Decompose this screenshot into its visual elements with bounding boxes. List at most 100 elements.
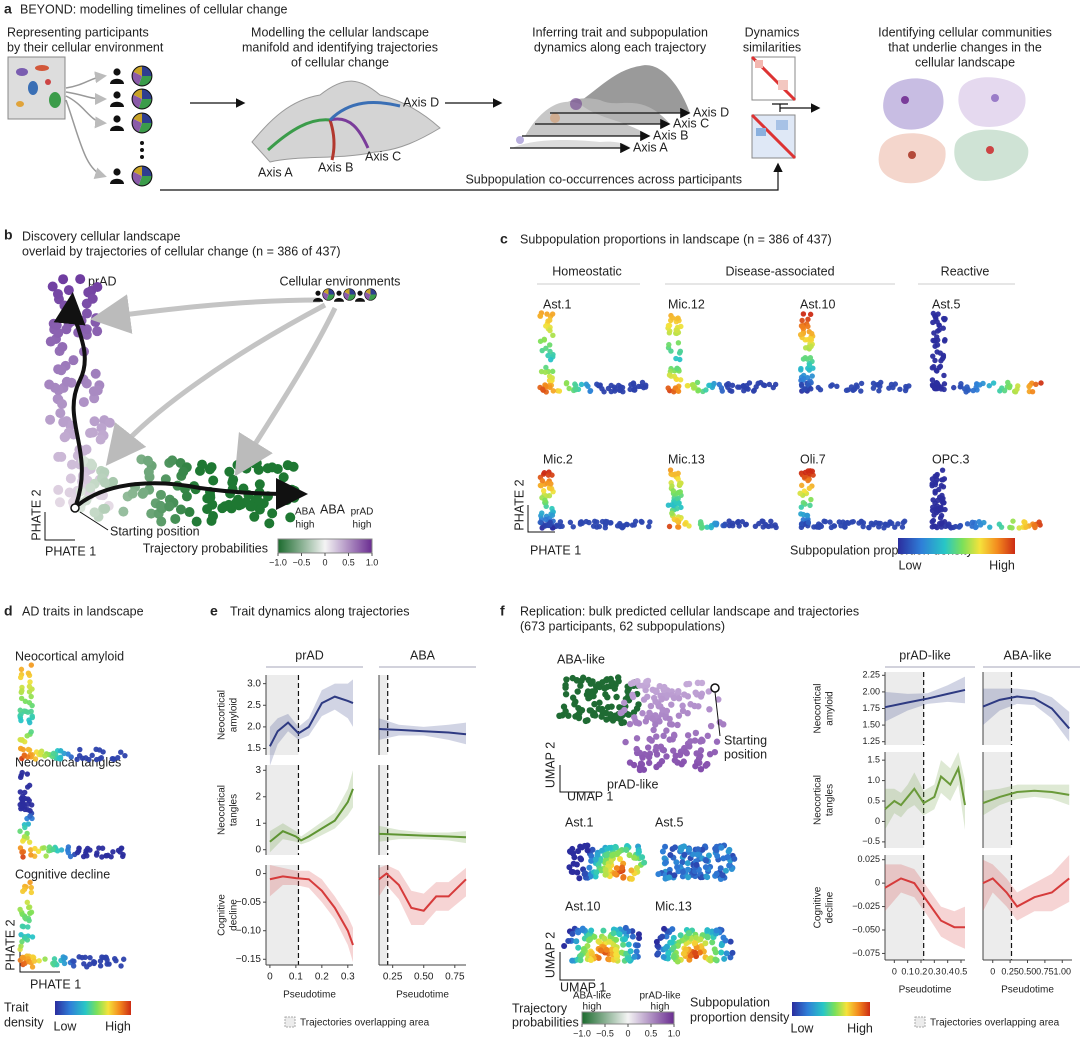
scatter-decor: [17, 310, 1044, 970]
group-label: Homeostatic: [552, 264, 621, 278]
scatter-point: [51, 959, 58, 966]
colorbar-end: high: [353, 520, 372, 531]
scatter-point: [575, 944, 582, 951]
confidence-band: [379, 865, 466, 925]
scatter-point: [582, 717, 590, 725]
scatter-point: [934, 477, 940, 483]
confidence-band: [379, 825, 466, 844]
scatter-point: [33, 749, 40, 755]
colorbar-title: density: [4, 1015, 44, 1029]
scatter-point: [723, 950, 730, 957]
participants: [110, 65, 153, 187]
axis-label: Axis D: [403, 95, 439, 109]
trend-line: [982, 877, 1070, 908]
scatter-point: [801, 488, 807, 494]
scatter-point: [663, 944, 670, 951]
scatter-point: [798, 482, 805, 489]
scatter-point: [666, 523, 673, 530]
scatter-point: [941, 499, 947, 506]
scatter-point: [679, 707, 687, 715]
y-tick-label: 0: [875, 816, 880, 826]
scatter-point: [591, 700, 598, 708]
scatter-point: [613, 936, 620, 943]
scatter-point: [574, 688, 581, 695]
column-header: prAD: [295, 648, 323, 662]
scatter-point: [630, 380, 637, 386]
scatter-point: [122, 752, 128, 759]
scatter-point: [94, 850, 100, 856]
scatter-point: [608, 520, 614, 526]
row-label: tangles: [229, 794, 240, 826]
scatter-point: [802, 386, 808, 392]
colorbar-tick-label: 0.5: [645, 1028, 658, 1038]
scatter-point: [801, 375, 807, 382]
panel-d: d AD traits in landscape Neocortical amy…: [3, 603, 143, 1034]
colorbar-title: proportion density: [690, 1010, 790, 1024]
scatter-point: [550, 388, 556, 394]
scatter-point: [537, 338, 544, 344]
scatter-point: [246, 501, 257, 512]
scatter-point: [597, 947, 604, 954]
scatter-point: [631, 386, 638, 393]
scatter-point: [89, 393, 100, 404]
scatter-point: [547, 356, 554, 363]
scatter-point: [818, 523, 825, 530]
scatter-point: [753, 384, 759, 390]
scatter-point: [92, 326, 103, 337]
scatter-point: [638, 518, 644, 525]
scatter-point: [57, 341, 68, 352]
scatter-point: [569, 930, 576, 937]
scatter-point: [876, 388, 882, 394]
scatter-point: [661, 925, 668, 932]
scatter-point: [969, 523, 975, 529]
scatter-point: [697, 936, 704, 943]
scatter-point: [704, 927, 711, 934]
scatter-point: [990, 380, 997, 386]
axis-label: Axis B: [318, 160, 353, 174]
axis-title: PHATE 2: [3, 919, 17, 970]
scatter-point: [20, 955, 27, 961]
step-text: Inferring trait and subpopulation: [532, 25, 708, 39]
scatter-point: [96, 747, 103, 753]
step-text: Dynamics: [745, 25, 800, 39]
colorbar: [55, 1001, 131, 1015]
scatter-point: [110, 849, 116, 855]
scatter-point: [635, 383, 642, 390]
axis-title: PHATE 2: [512, 479, 526, 530]
scatter-point: [90, 368, 101, 379]
scatter-point: [685, 930, 692, 937]
scatter-point: [17, 774, 24, 781]
trend-line: [269, 695, 354, 747]
scatter-point: [933, 367, 940, 374]
scatter-point: [627, 948, 634, 955]
scatter-point: [543, 323, 549, 329]
row-label: amyloid: [825, 691, 836, 725]
y-tick-label: −0.05: [236, 897, 262, 908]
trend-line: [884, 765, 966, 810]
trend-line: [378, 832, 467, 839]
scatter-point: [674, 505, 680, 512]
cell-blobs: [16, 65, 61, 108]
scatter-point: [625, 941, 632, 948]
scatter-point: [587, 707, 595, 714]
manifold-trajectories: [266, 101, 401, 161]
scatter-point: [934, 319, 940, 325]
panel-title: (673 participants, 62 subpopulations): [520, 619, 725, 633]
panel-f: f Replication: bulk predicted cellular l…: [500, 603, 1060, 1036]
scatter-point: [1038, 380, 1044, 386]
scatter-point: [762, 521, 769, 528]
scatter-point: [645, 759, 653, 767]
plot-title: Ast.5: [932, 297, 961, 311]
scatter-point: [663, 727, 670, 734]
row-label: Neocortical: [217, 785, 228, 835]
scatter-point: [59, 300, 70, 311]
scatter-point: [799, 521, 805, 527]
x-tick-label: 0.4: [941, 966, 954, 976]
scatter-point: [548, 481, 554, 487]
scatter-point: [178, 466, 189, 477]
x-tick-label: 0.25: [1001, 966, 1019, 976]
scatter-point: [27, 879, 33, 886]
scatter-point: [79, 755, 86, 761]
scatter-point: [668, 348, 674, 354]
scatter-point: [674, 518, 680, 524]
